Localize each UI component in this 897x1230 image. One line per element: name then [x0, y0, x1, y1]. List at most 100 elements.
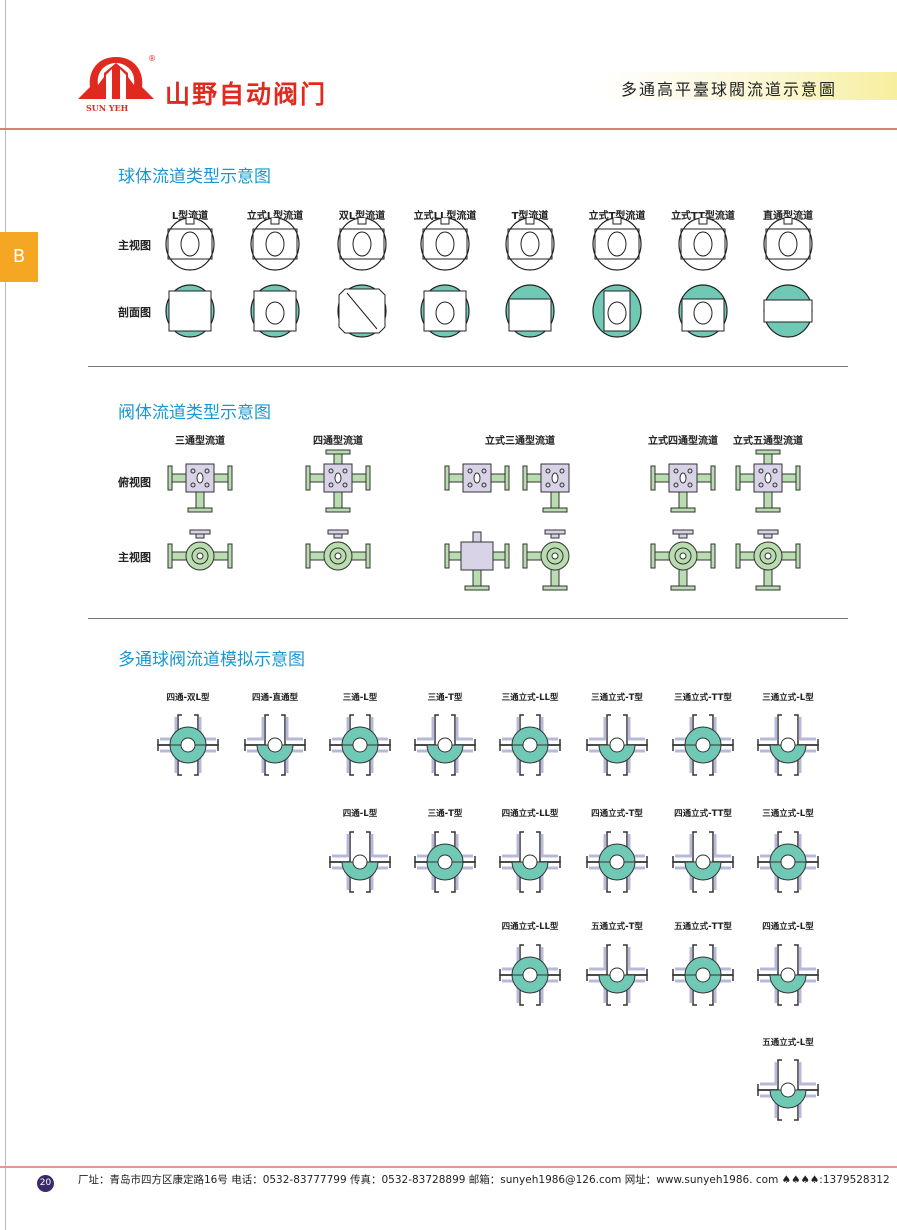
- flow-label: 五通立式-TT型: [674, 922, 732, 932]
- section-divider: [88, 366, 848, 367]
- column-label: 四通型流道: [313, 436, 363, 447]
- section-divider: [88, 618, 848, 619]
- flow-path-diagram-icon: [414, 714, 476, 776]
- flow-label: 四通立式-LL型: [501, 922, 559, 932]
- valve-front-view-icon: [522, 529, 570, 591]
- row-label: 主视图: [118, 551, 151, 564]
- section3-title: 多通球阀流道模拟示意图: [118, 650, 305, 670]
- flow-label: 三通-L型: [342, 693, 378, 703]
- ball-section-view-icon: [678, 284, 728, 338]
- flow-label: 四通-直通型: [251, 693, 299, 703]
- flow-path-diagram-icon: [757, 1059, 819, 1121]
- valve-top-view-icon: [650, 463, 716, 513]
- ball-front-view-icon: [165, 217, 215, 271]
- ball-section-view-icon: [165, 284, 215, 338]
- column-label: 立式LL型流道: [413, 211, 477, 222]
- ball-front-view-icon: [250, 217, 300, 271]
- page-number: 20: [37, 1175, 54, 1192]
- row-label: 主视图: [118, 239, 151, 252]
- flow-path-diagram-icon: [329, 714, 391, 776]
- valve-front-view-icon: [650, 529, 716, 591]
- ball-section-view-icon: [337, 284, 387, 338]
- flow-path-diagram-icon: [329, 831, 391, 893]
- flow-path-diagram-icon: [499, 944, 561, 1006]
- section1-title: 球体流道类型示意图: [118, 167, 271, 187]
- column-label: 双L型流道: [338, 211, 386, 222]
- flow-label: 四通-双L型: [166, 693, 210, 703]
- page-margin-line: [5, 0, 6, 1230]
- ball-section-view-icon: [592, 284, 642, 338]
- valve-front-view-icon: [305, 529, 371, 571]
- flow-label: 四通-L型: [342, 809, 378, 819]
- ball-section-view-icon: [250, 284, 300, 338]
- flow-label: 四通立式-L型: [762, 922, 814, 932]
- column-label: 立式五通型流道: [733, 436, 803, 447]
- ball-section-view-icon: [763, 284, 813, 338]
- flow-label: 三通立式-TT型: [674, 693, 732, 703]
- ball-front-view-icon: [763, 217, 813, 271]
- flow-path-diagram-icon: [672, 944, 734, 1006]
- flow-path-diagram-icon: [672, 831, 734, 893]
- flow-label: 四通立式-T型: [591, 809, 643, 819]
- flow-label: 五通立式-T型: [591, 922, 643, 932]
- ball-front-view-icon: [592, 217, 642, 271]
- brand-name-en: SUN YEH: [86, 103, 129, 113]
- valve-top-view-icon: [522, 463, 570, 513]
- column-label: 直通型流道: [763, 211, 813, 222]
- footer-divider: [0, 1166, 897, 1168]
- valve-front-view-icon: [735, 529, 801, 591]
- flow-path-diagram-icon: [244, 714, 306, 776]
- title-bar: [600, 72, 897, 100]
- column-label: 三通型流道: [175, 436, 225, 447]
- flow-path-diagram-icon: [499, 714, 561, 776]
- flow-label: 五通立式-L型: [762, 1038, 814, 1048]
- registered-mark: ®: [148, 54, 156, 63]
- column-label: 立式TT型流道: [671, 211, 735, 222]
- column-label: 立式T型流道: [588, 211, 646, 222]
- valve-top-view-icon: [305, 449, 371, 513]
- flow-path-diagram-icon: [499, 831, 561, 893]
- flow-path-diagram-icon: [672, 714, 734, 776]
- valve-top-view-icon: [167, 463, 233, 513]
- flow-label: 三通-T型: [427, 809, 463, 819]
- flow-path-diagram-icon: [414, 831, 476, 893]
- section2-title: 阀体流道类型示意图: [118, 403, 271, 423]
- column-label: 立式三通型流道: [485, 436, 555, 447]
- brand-name: 山野自动阀门: [165, 80, 328, 109]
- flow-label: 四通立式-LL型: [501, 809, 559, 819]
- flow-path-diagram-icon: [586, 714, 648, 776]
- flow-path-diagram-icon: [157, 714, 219, 776]
- valve-top-view-icon: [444, 463, 510, 493]
- ball-section-view-icon: [420, 284, 470, 338]
- footer-contact: 厂址：青岛市四方区康定路16号 电话：0532-83777799 传真：0532…: [78, 1174, 890, 1186]
- flow-label: 三通立式-LL型: [501, 693, 559, 703]
- header-divider: [0, 128, 897, 130]
- flow-path-diagram-icon: [757, 944, 819, 1006]
- sunyeh-logo: [78, 57, 154, 99]
- column-label: 立式四通型流道: [648, 436, 718, 447]
- flow-path-diagram-icon: [586, 831, 648, 893]
- ball-front-view-icon: [678, 217, 728, 271]
- ball-section-view-icon: [505, 284, 555, 338]
- ball-front-view-icon: [505, 217, 555, 271]
- valve-top-view-icon: [735, 449, 801, 513]
- valve-front-view-icon: [444, 531, 510, 591]
- column-label: T型流道: [511, 211, 549, 222]
- ball-front-view-icon: [337, 217, 387, 271]
- flow-label: 三通立式-L型: [762, 693, 814, 703]
- row-label: 剖面图: [118, 306, 151, 319]
- page-title: 多通高平臺球閥流道示意圖: [621, 80, 838, 99]
- flow-path-diagram-icon: [586, 944, 648, 1006]
- section-tab[interactable]: B: [0, 232, 38, 282]
- column-label: L型流道: [171, 211, 209, 222]
- column-label: 立式L型流道: [246, 211, 304, 222]
- flow-label: 三通立式-L型: [762, 809, 814, 819]
- flow-label: 三通立式-T型: [591, 693, 643, 703]
- valve-front-view-icon: [167, 529, 233, 571]
- flow-label: 四通立式-TT型: [674, 809, 732, 819]
- row-label: 俯视图: [118, 476, 151, 489]
- flow-path-diagram-icon: [757, 714, 819, 776]
- flow-label: 三通-T型: [427, 693, 463, 703]
- ball-front-view-icon: [420, 217, 470, 271]
- flow-path-diagram-icon: [757, 831, 819, 893]
